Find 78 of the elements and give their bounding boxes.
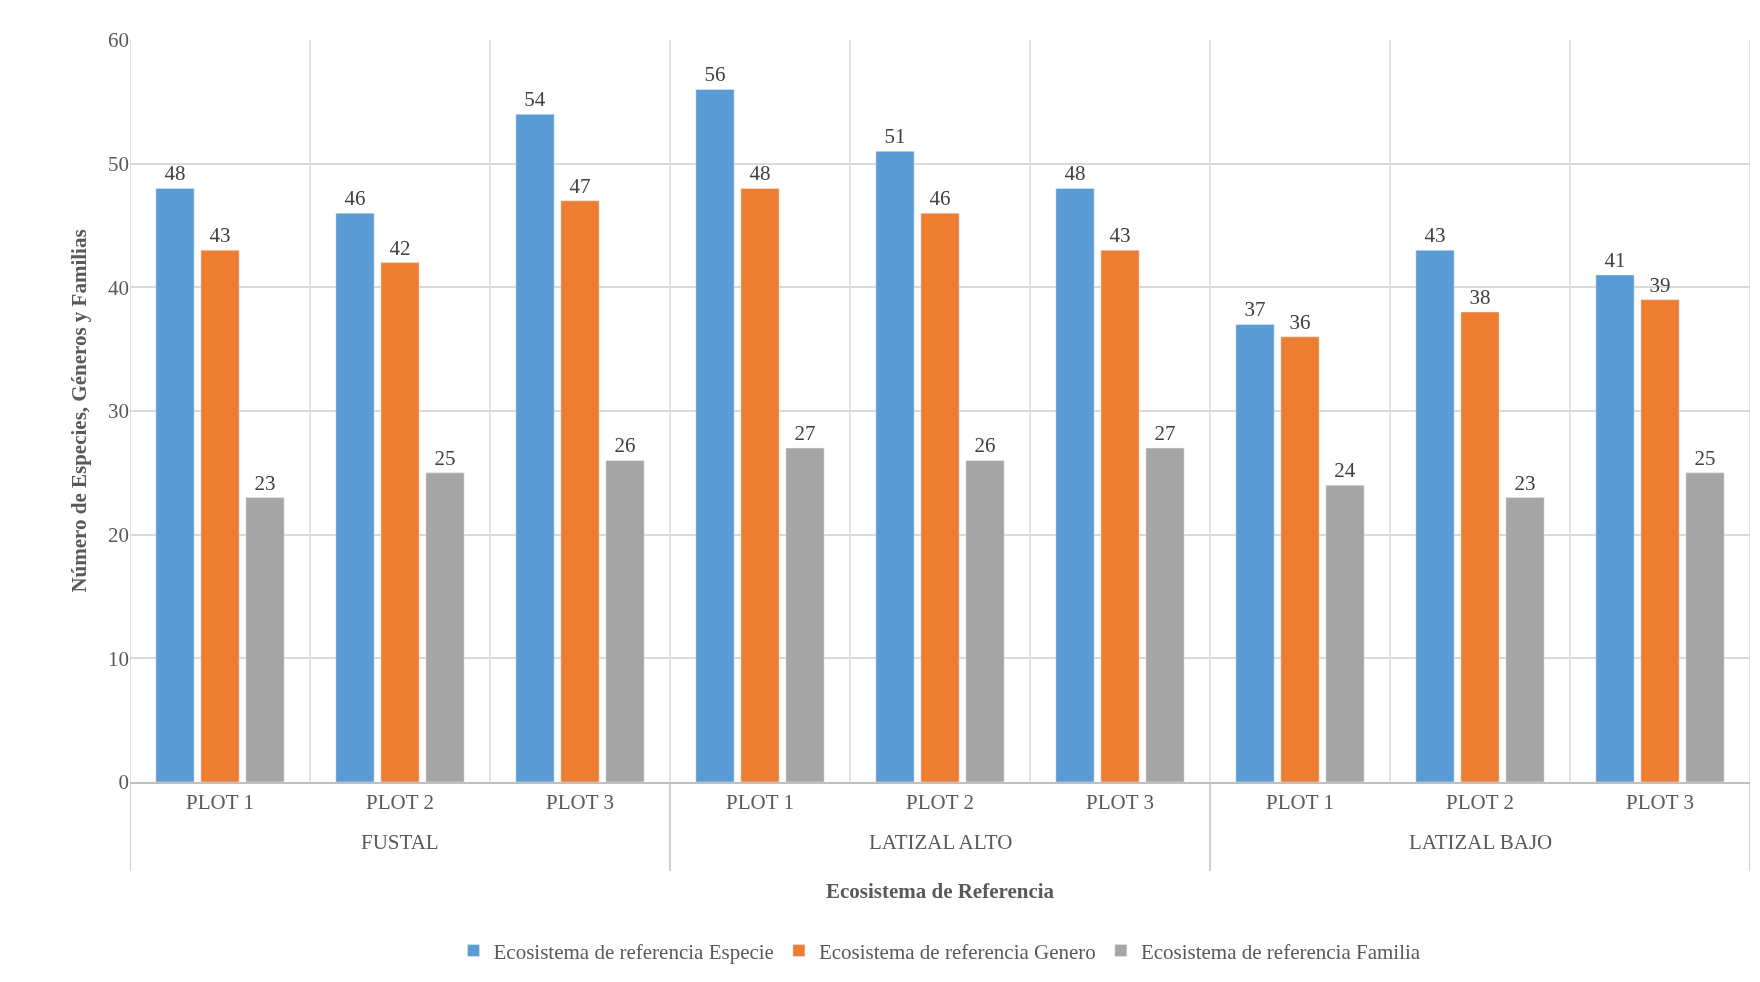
bar — [785, 447, 825, 782]
bar — [1280, 336, 1320, 782]
bar — [1055, 188, 1095, 782]
data-label: 25 — [434, 445, 456, 470]
x-tick-label: PLOT 2 — [366, 789, 434, 814]
data-label: 37 — [1244, 297, 1266, 322]
bar — [1100, 249, 1140, 782]
x-tick-label: PLOT 2 — [1446, 789, 1514, 814]
data-label: 54 — [524, 87, 546, 112]
bar — [1415, 249, 1455, 782]
y-axis-title: Número de Especies, Géneros y Familias — [67, 229, 92, 593]
text: FUSTAL — [361, 830, 439, 854]
data-label: 25 — [1694, 445, 1716, 470]
data-label: 48 — [749, 161, 771, 186]
bar — [335, 212, 375, 782]
data-label: 46 — [929, 186, 951, 211]
x-tick-label: PLOT 1 — [726, 789, 794, 814]
text: LATIZAL ALTO — [869, 830, 1013, 854]
data-label: 23 — [1514, 470, 1536, 495]
data-label: 26 — [614, 433, 636, 458]
bar — [155, 188, 195, 782]
data-label: 39 — [1649, 272, 1671, 297]
x-tick-label: PLOT 3 — [1086, 789, 1154, 814]
data-label: 27 — [794, 421, 816, 446]
text: LATIZAL BAJO — [1409, 830, 1553, 854]
x-axis-title: Ecosistema de Referencia — [825, 878, 1055, 903]
bar — [965, 460, 1005, 782]
data-label: 47 — [569, 173, 591, 198]
data-label: 41 — [1604, 247, 1626, 272]
data-label: 51 — [884, 124, 906, 149]
bar — [1460, 311, 1500, 782]
data-label: 43 — [209, 223, 231, 248]
data-label: 43 — [1424, 223, 1446, 248]
data-label: 23 — [254, 470, 276, 495]
bar — [1640, 299, 1680, 782]
bar — [740, 188, 780, 782]
data-label: 42 — [389, 235, 411, 260]
bar — [1145, 447, 1185, 782]
data-label: 48 — [1064, 161, 1086, 186]
bar — [1685, 472, 1725, 782]
bar — [1325, 484, 1365, 782]
bar — [875, 151, 915, 782]
bar — [1595, 274, 1635, 782]
bar — [695, 89, 735, 782]
data-label: 43 — [1109, 223, 1131, 248]
data-label: 56 — [704, 62, 726, 87]
y-tick-label: 10 — [108, 646, 129, 671]
bar — [425, 472, 465, 782]
y-tick-label: 30 — [108, 399, 129, 424]
data-label: 46 — [344, 186, 366, 211]
x-tick-label: PLOT 2 — [906, 789, 974, 814]
data-label: 26 — [974, 433, 996, 458]
legend-label: Ecosistema de referencia Familia — [1140, 939, 1421, 964]
x-tick-label: PLOT 3 — [546, 789, 614, 814]
y-tick-label: 20 — [108, 523, 129, 548]
bar — [605, 460, 645, 782]
bar — [245, 497, 285, 782]
y-tick-label: 0 — [118, 770, 129, 795]
y-tick-label: 60 — [108, 28, 129, 53]
data-label: 27 — [1154, 421, 1176, 446]
x-tick-label: PLOT 1 — [1266, 789, 1334, 814]
bar — [560, 200, 600, 782]
bar — [1505, 497, 1545, 782]
x-tick-label: PLOT 3 — [1626, 789, 1694, 814]
legend-label: Ecosistema de referencia Genero — [818, 939, 1096, 964]
legend-label: Ecosistema de referencia Especie — [493, 939, 774, 964]
y-tick-label: 40 — [108, 275, 129, 300]
data-label: 38 — [1469, 285, 1491, 310]
data-label: 48 — [164, 161, 186, 186]
x-tick-label: PLOT 1 — [186, 789, 254, 814]
bar — [200, 249, 240, 782]
bar — [1235, 324, 1275, 782]
data-label: 36 — [1289, 309, 1311, 334]
bar — [920, 212, 960, 782]
data-label: 24 — [1334, 458, 1356, 483]
bar — [515, 113, 555, 782]
bar — [380, 262, 420, 782]
y-tick-label: 50 — [108, 152, 129, 177]
